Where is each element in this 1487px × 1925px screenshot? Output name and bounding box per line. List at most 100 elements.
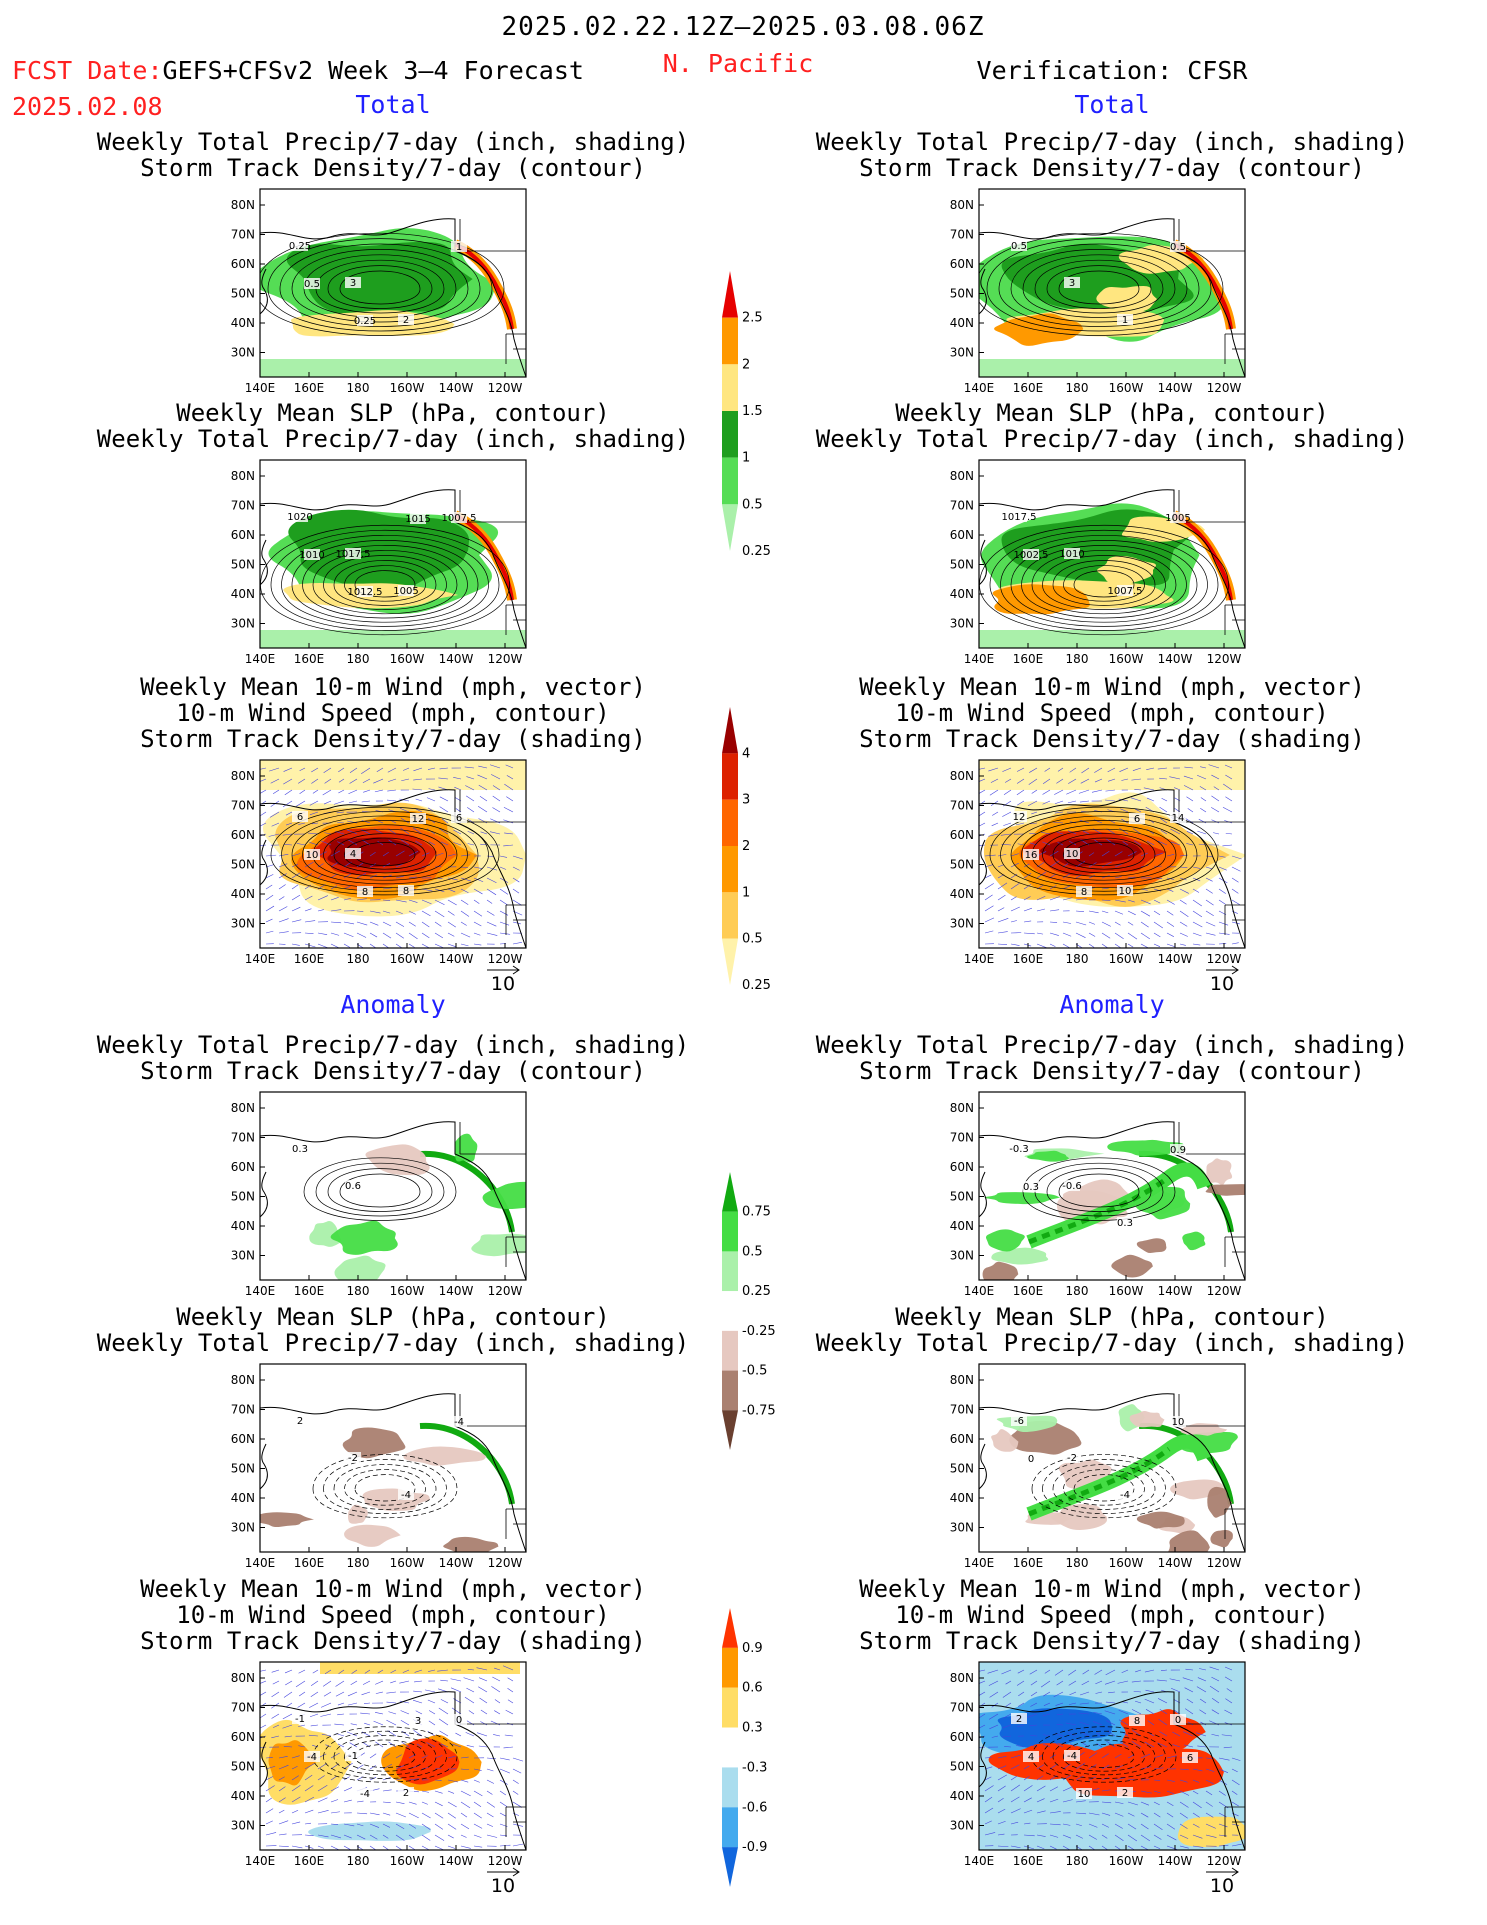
verification-label: Verification: CFSR <box>976 56 1248 85</box>
panel-title-line: Storm Track Density/7-day (shading) <box>140 725 646 753</box>
lon-tick-label: 160W <box>390 952 425 966</box>
contour-label: -1 <box>295 1714 305 1725</box>
contour-label: 6 <box>1187 1753 1193 1764</box>
lat-tick-label: 80N <box>950 1101 974 1115</box>
lon-tick-label: 140E <box>964 652 995 666</box>
lat-tick-label: 70N <box>950 1131 974 1145</box>
fcst-date: 2025.02.08 <box>12 92 163 121</box>
colorbar-swatch <box>722 1687 738 1728</box>
lon-tick-label: 120W <box>488 381 523 395</box>
lat-tick-label: 70N <box>231 228 255 242</box>
lon-tick-label: 160W <box>390 381 425 395</box>
lat-tick-label: 50N <box>231 1760 255 1774</box>
lat-tick-label: 50N <box>231 558 255 572</box>
lon-tick-label: 140E <box>245 381 276 395</box>
lon-tick-label: 140E <box>964 1556 995 1570</box>
map-panel: -6 -2 -4 10 0 80N 70N 60N 50N 40N 30N 140E 160E 180 16… <box>950 1363 1246 1570</box>
contour-label: 0.3 <box>292 1144 308 1155</box>
lon-tick-label: 140E <box>245 952 276 966</box>
map-svg: 6 4 8 6 10 8 12 80N 70N 60N 50N 40N 30N 140E 160E 180 16… <box>231 759 527 966</box>
lat-tick-label: 40N <box>231 1491 255 1505</box>
lat-tick-label: 50N <box>950 1760 974 1774</box>
map-svg: 2 -2 -4 -4 80N 70N 60N 50N 40N 30N 140E 160E 180 160W… <box>231 1363 527 1570</box>
lat-tick-label: 40N <box>231 1219 255 1233</box>
lon-tick-label: 120W <box>488 1284 523 1298</box>
lat-tick-label: 30N <box>950 1249 974 1263</box>
lat-tick-label: 40N <box>950 587 974 601</box>
map-panel: 0.5 3 1 0.5 80N 70N 60N 50N 40N 30N 140E 160E 180 160… <box>950 188 1246 395</box>
lon-tick-label: 180 <box>1066 381 1089 395</box>
left-anomaly-heading: Anomaly <box>340 990 446 1019</box>
contour-label: 4 <box>1028 1752 1034 1763</box>
map-panel: 2 -2 -4 -4 80N 70N 60N 50N 40N 30N 140E 160E 180 160W… <box>231 1363 527 1570</box>
contour-label: 1015 <box>405 514 430 525</box>
panel-title-line: Weekly Mean SLP (hPa, contour) <box>895 1303 1329 1331</box>
lon-tick-label: 160W <box>1109 381 1144 395</box>
lat-tick-label: 60N <box>950 1432 974 1446</box>
lat-tick-label: 50N <box>231 858 255 872</box>
lon-tick-label: 120W <box>488 952 523 966</box>
colorbar-label: 0.75 <box>742 1205 771 1220</box>
colorbar-swatch <box>722 364 738 411</box>
colorbar-label: 2 <box>742 839 750 854</box>
map-panel: 1017.5 1010 1007.5 1005 1002.5 80N 70N 60N 50N 40… <box>950 459 1246 666</box>
lat-tick-label: 70N <box>950 1403 974 1417</box>
lat-tick-label: 70N <box>950 799 974 813</box>
lat-tick-label: 40N <box>950 1789 974 1803</box>
lon-tick-label: 140W <box>1158 952 1193 966</box>
contour-label: 14 <box>1172 813 1185 824</box>
contour-label: -4 <box>401 1490 411 1501</box>
colorbar-label: -0.25 <box>742 1324 776 1339</box>
lon-tick-label: 180 <box>1066 1854 1089 1868</box>
lon-tick-label: 180 <box>347 1854 370 1868</box>
map-panel: 2 -4 2 0 4 10 8 6 80N 70N 60N 50N 40N 30N 140E 160E 180 1… <box>950 1661 1246 1868</box>
contour-label: 8 <box>403 886 409 897</box>
contour-label: 10 <box>1078 1789 1091 1800</box>
lon-tick-label: 140W <box>439 1854 474 1868</box>
contour-label: 1007.5 <box>1108 586 1143 597</box>
map-panel: 1020 1017.5 1005 1007.5 1010 1012.5 1015 80N 70N… <box>231 459 527 666</box>
lat-tick-label: 80N <box>231 198 255 212</box>
lon-tick-label: 120W <box>488 1854 523 1868</box>
panel-title-line: 10-m Wind Speed (mph, contour) <box>176 699 610 727</box>
contour-label: 1010 <box>299 550 324 561</box>
lat-tick-label: 50N <box>950 858 974 872</box>
contour-label: 1005 <box>1165 513 1190 524</box>
map-svg: 0.3 0.6 80N 70N 60N 50N 40N 30N 140E 160E 180 160W 1… <box>231 1091 527 1298</box>
arrow-icon: 10 <box>1206 1867 1239 1897</box>
period-title: 2025.02.22.12Z–2025.03.08.06Z <box>501 12 985 42</box>
colorbar-swatch <box>722 457 738 505</box>
lat-tick-label: 30N <box>950 917 974 931</box>
lon-tick-label: 140W <box>1158 381 1193 395</box>
lat-tick-label: 50N <box>950 1462 974 1476</box>
lon-tick-label: 180 <box>1066 652 1089 666</box>
fcst-model: GEFS+CFSv2 Week 3–4 Forecast <box>162 56 584 85</box>
lat-tick-label: 70N <box>231 1131 255 1145</box>
map-panel: -0.3 -0.6 0.3 0.9 0.3 80N 70N 60N 50N 40N 30N 140E 1… <box>950 1091 1246 1298</box>
colorbar-label: -0.6 <box>742 1800 767 1815</box>
contour-label: 4 <box>350 849 356 860</box>
lon-tick-label: 180 <box>347 952 370 966</box>
panel-title-line: 10-m Wind Speed (mph, contour) <box>176 1601 610 1629</box>
lon-tick-label: 160E <box>294 1556 325 1570</box>
lat-tick-label: 30N <box>950 1819 974 1833</box>
lat-tick-label: 60N <box>231 1730 255 1744</box>
colorbar-label: -0.9 <box>742 1840 767 1855</box>
contour-label: 0 <box>456 1715 462 1726</box>
panel-title-line: Weekly Total Precip/7-day (inch, shading… <box>815 128 1409 156</box>
lon-tick-label: 160E <box>1013 1556 1044 1570</box>
lat-tick-label: 30N <box>231 1521 255 1535</box>
colorbar: 0.75 0.5 0.25 -0.25 -0.5 -0.75 <box>722 1172 792 1450</box>
map-panel: 6 4 8 6 10 8 12 80N 70N 60N 50N 40N 30N 140E 160E 180 16… <box>231 759 527 966</box>
colorbar-label: 0.25 <box>742 978 771 993</box>
lat-tick-label: 80N <box>231 769 255 783</box>
lat-tick-label: 30N <box>231 1249 255 1263</box>
colorbar-swatch <box>722 1727 738 1768</box>
map-svg: 0.25 3 2 1 0.5 0.25 80N 70N 60N 50N 40N 30N 140E 160E… <box>231 188 527 395</box>
lon-tick-label: 180 <box>347 381 370 395</box>
contour-label: 0.6 <box>345 1181 361 1192</box>
panel-title-line: 10-m Wind Speed (mph, contour) <box>895 1601 1329 1629</box>
map-svg: 12 10 10 14 16 8 6 80N 70N 60N 50N 40N 30N 140E 160E 18… <box>950 759 1246 966</box>
lon-tick-label: 160E <box>1013 381 1044 395</box>
arrow-icon: 10 <box>487 1867 520 1897</box>
